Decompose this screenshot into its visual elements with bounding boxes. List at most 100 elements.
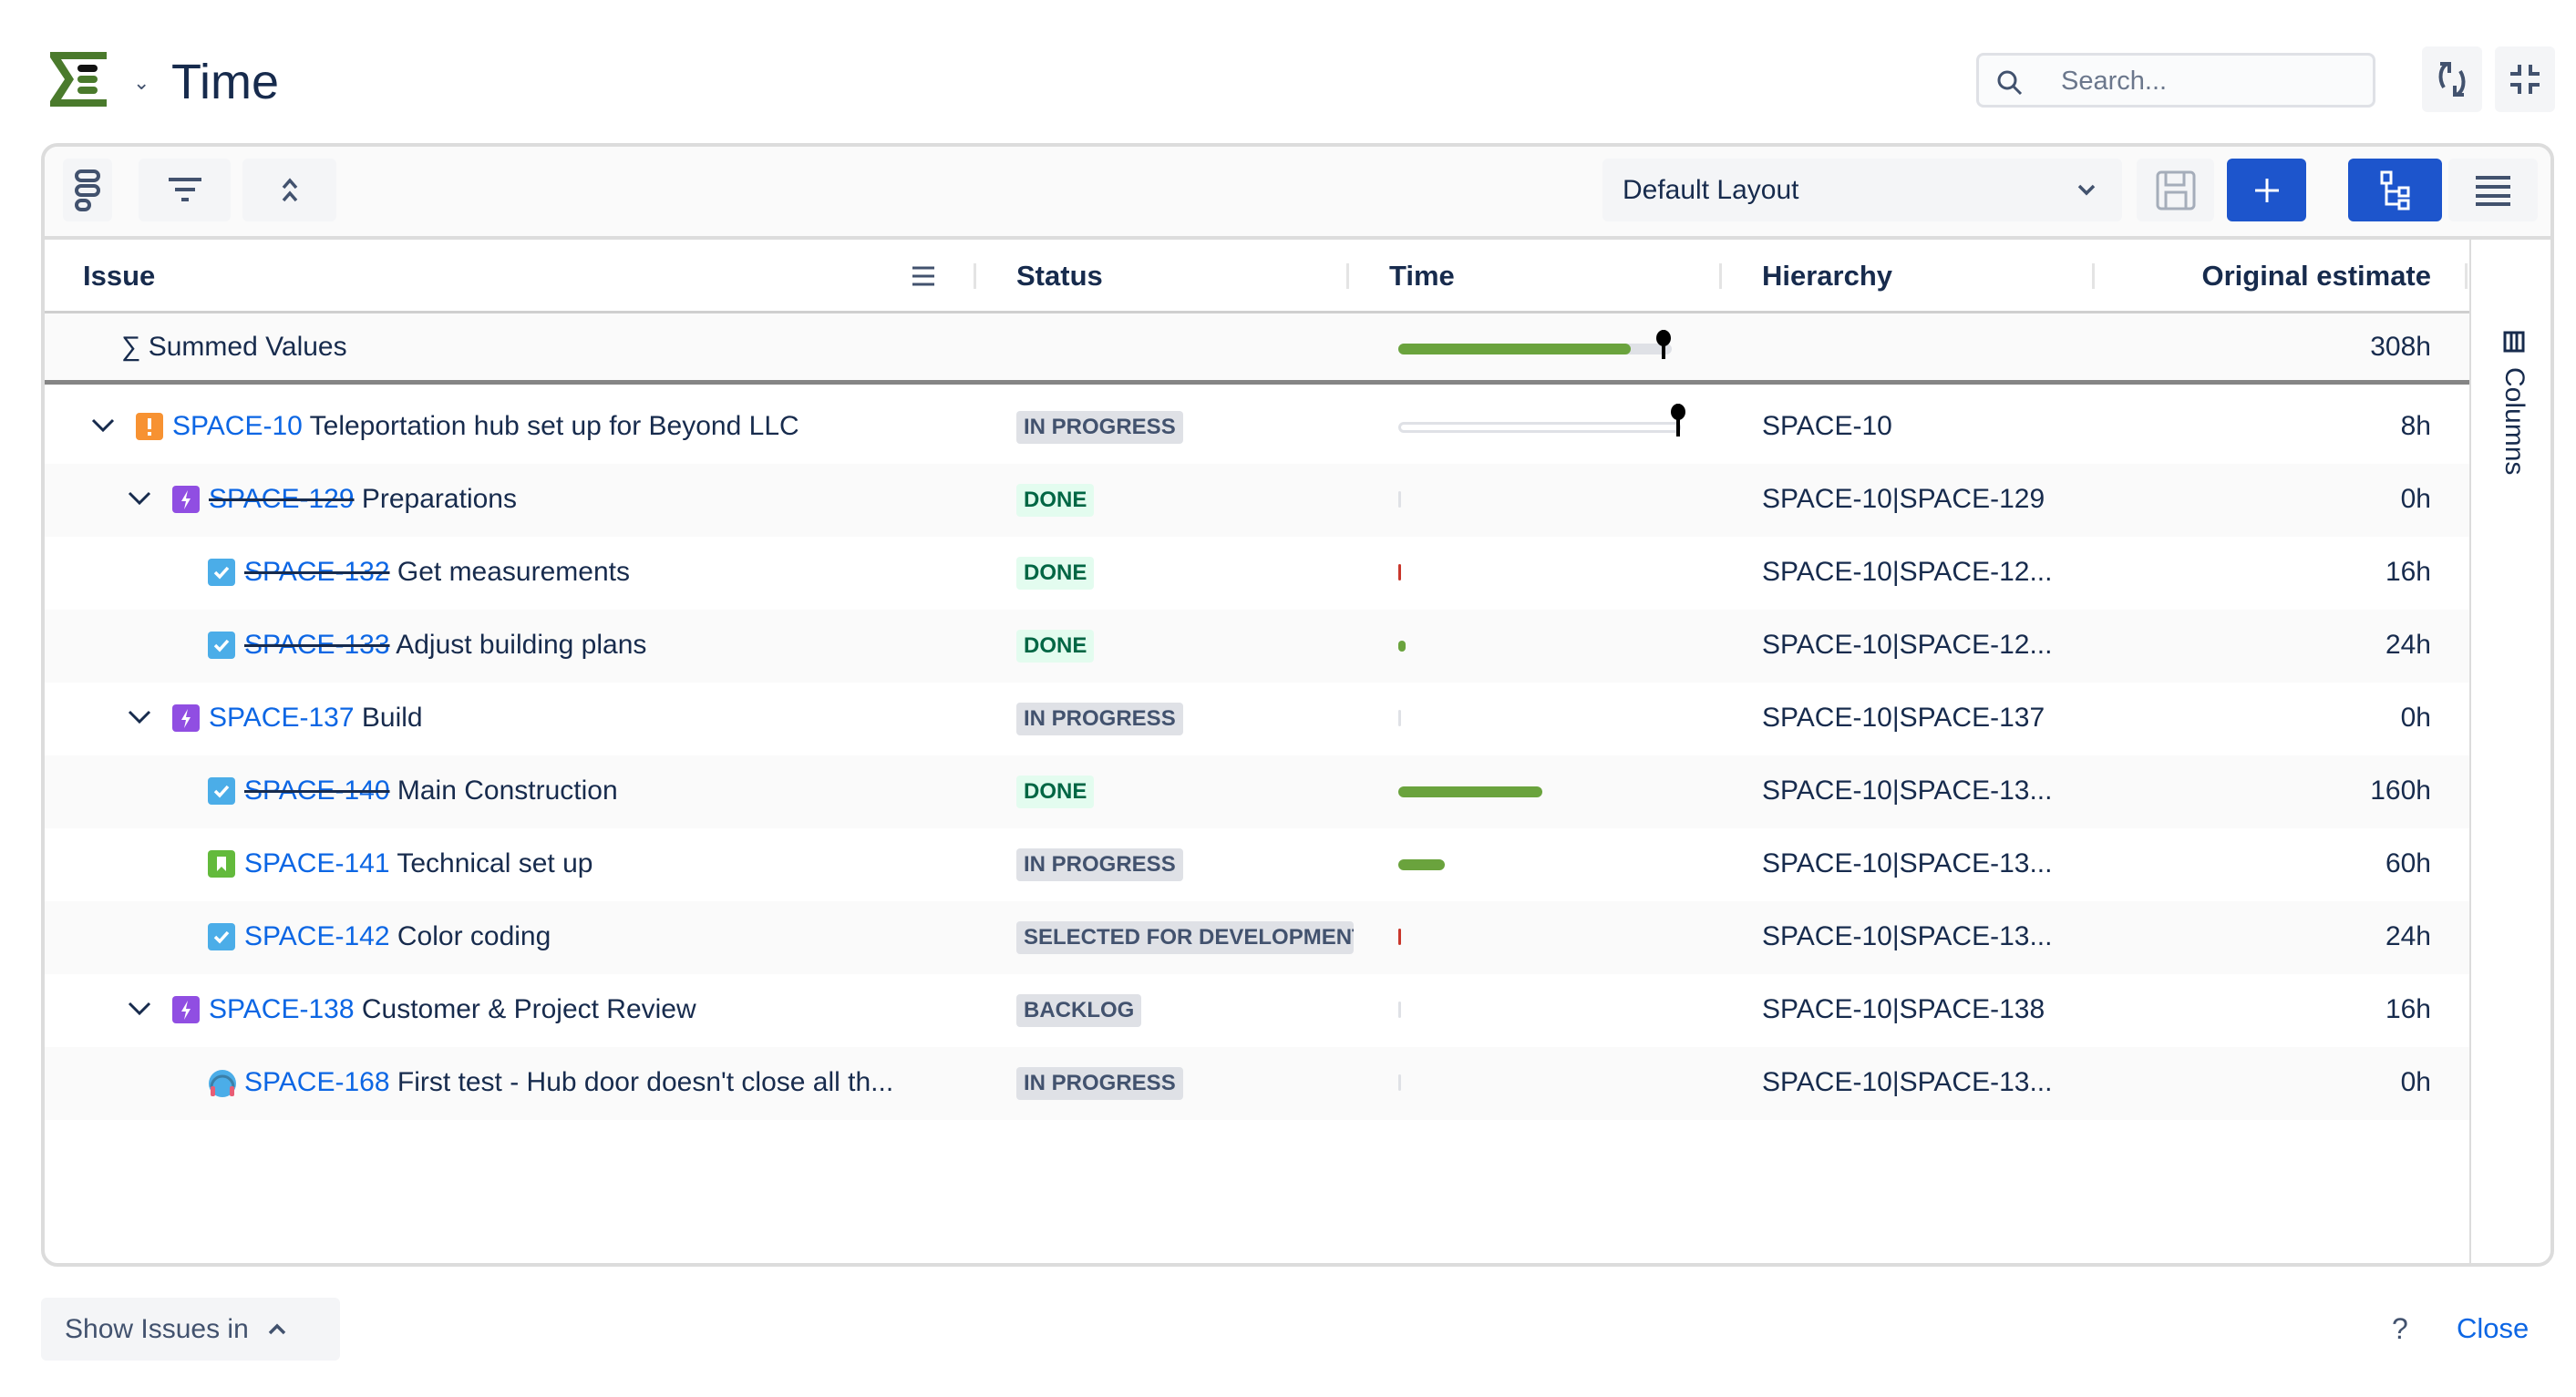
column-resize-handle[interactable] [1719, 263, 1722, 289]
issue-key-link[interactable]: SPACE-138 [209, 994, 355, 1024]
structure-icon [75, 169, 100, 211]
layout-select-value: Default Layout [1623, 174, 1799, 205]
hierarchy-cell: SPACE-10|SPACE-13... [1762, 1067, 2053, 1097]
layout-select[interactable]: Default Layout [1602, 159, 2122, 221]
column-header-time[interactable]: Time [1389, 260, 1455, 292]
issue-key-link[interactable]: SPACE-137 [209, 703, 355, 733]
status-badge[interactable]: DONE [1016, 776, 1095, 808]
filter-button[interactable] [139, 159, 231, 221]
issue-summary: Build [361, 703, 423, 733]
table-row[interactable]: SPACE-168 First test - Hub door doesn't … [45, 1047, 2469, 1120]
status-badge[interactable]: IN PROGRESS [1016, 703, 1183, 735]
add-button[interactable] [2227, 159, 2306, 221]
time-bar-fill [1398, 564, 1401, 580]
toolbar: Default Layout [45, 147, 2550, 240]
original-estimate-cell: 160h [2370, 776, 2431, 806]
time-bar [1398, 422, 1681, 433]
issue-key-link[interactable]: SPACE-168 [244, 1067, 390, 1097]
columns-side-panel[interactable]: Columns [2469, 240, 2550, 1263]
original-estimate-cell: 16h [2385, 994, 2431, 1024]
status-badge[interactable]: SELECTED FOR DEVELOPMENT [1016, 921, 1354, 954]
column-menu-icon[interactable] [911, 265, 936, 287]
help-button[interactable]: ? [2392, 1312, 2408, 1345]
table-row[interactable]: SPACE-142 Color coding SELECTED FOR DEVEL… [45, 901, 2469, 974]
column-resize-handle[interactable] [2465, 263, 2468, 289]
issue-cell: SPACE-10 Teleportation hub set up for Be… [172, 411, 799, 442]
column-resize-handle[interactable] [974, 263, 976, 289]
issue-cell: SPACE-140 Main Construction [244, 776, 618, 806]
status-badge[interactable]: DONE [1016, 557, 1095, 590]
column-header-original-estimate[interactable]: Original estimate [2201, 260, 2431, 292]
issue-key-link[interactable]: SPACE-141 [244, 848, 390, 878]
original-estimate-cell: 24h [2385, 630, 2431, 660]
support-icon [208, 1069, 237, 1105]
table-row[interactable]: SPACE-137 Build IN PROGRESS SPACE-10|SPACE… [45, 683, 2469, 755]
status-badge[interactable]: DONE [1016, 484, 1095, 517]
column-resize-handle[interactable] [2092, 263, 2095, 289]
hierarchy-view-button[interactable] [2348, 159, 2442, 221]
table-row[interactable]: SPACE-140 Main Construction DONE SPACE-10|… [45, 755, 2469, 828]
exit-fullscreen-button[interactable] [2495, 46, 2555, 112]
column-header-issue[interactable]: Issue [83, 260, 156, 292]
estimate-marker-icon [1656, 330, 1671, 359]
original-estimate-cell: 8h [2400, 411, 2431, 441]
table-row[interactable]: SPACE-133 Adjust building plans DONE SPACE… [45, 610, 2469, 683]
time-bar-fill [1398, 786, 1542, 797]
list-view-button[interactable] [2448, 159, 2538, 221]
original-estimate-cell: 24h [2385, 921, 2431, 951]
chevron-down-icon[interactable]: ⌄ [133, 71, 150, 94]
structure-button[interactable] [63, 159, 112, 221]
save-layout-button[interactable] [2137, 159, 2214, 221]
status-badge[interactable]: IN PROGRESS [1016, 1067, 1183, 1100]
issue-key-link[interactable]: SPACE-132 [244, 557, 390, 587]
table-row[interactable]: SPACE-138 Customer & Project Review BACKL… [45, 974, 2469, 1047]
collapse-all-button[interactable] [242, 159, 336, 221]
search-box[interactable] [1976, 53, 2375, 108]
list-icon [2476, 175, 2510, 206]
column-header-status[interactable]: Status [1016, 260, 1103, 292]
chevron-down-icon[interactable] [127, 1000, 152, 1018]
summed-time-bar-fill [1398, 344, 1631, 354]
table-row[interactable]: SPACE-132 Get measurements DONE SPACE-10|S… [45, 537, 2469, 610]
hierarchy-cell: SPACE-10|SPACE-129 [1762, 484, 2045, 514]
chevron-down-icon[interactable] [127, 708, 152, 726]
status-badge[interactable]: BACKLOG [1016, 994, 1142, 1027]
issue-cell: SPACE-141 Technical set up [244, 848, 592, 879]
issue-summary: Customer & Project Review [361, 994, 696, 1024]
issue-cell: SPACE-168 First test - Hub door doesn't … [244, 1067, 893, 1098]
structure-logo-icon[interactable] [46, 49, 110, 109]
column-resize-handle[interactable] [1346, 263, 1349, 289]
issue-key-link[interactable]: SPACE-140 [244, 776, 390, 806]
hierarchy-icon [2380, 170, 2409, 210]
table-row[interactable]: SPACE-141 Technical set up IN PROGRESS SPA… [45, 828, 2469, 901]
column-header-hierarchy[interactable]: Hierarchy [1762, 260, 1893, 292]
refresh-button[interactable] [2422, 46, 2482, 112]
columns-panel-label: Columns [2499, 367, 2530, 476]
time-bar-fill [1398, 859, 1445, 870]
task-icon [208, 559, 235, 593]
search-input[interactable] [2061, 63, 2353, 99]
chevron-down-icon[interactable] [127, 489, 152, 508]
chevron-down-icon[interactable] [90, 416, 116, 435]
issue-summary: Technical set up [397, 848, 593, 878]
time-bar-fill [1398, 641, 1406, 652]
issue-key-link[interactable]: SPACE-142 [244, 921, 390, 951]
table-row[interactable]: SPACE-10 Teleportation hub set up for Be… [45, 391, 2469, 464]
issue-key-link[interactable]: SPACE-10 [172, 411, 303, 441]
summed-values-row: ∑ Summed Values 308h [45, 313, 2469, 385]
close-button[interactable]: Close [2457, 1312, 2530, 1344]
status-badge[interactable]: DONE [1016, 630, 1095, 663]
save-icon [2156, 170, 2195, 210]
original-estimate-cell: 60h [2385, 848, 2431, 878]
show-issues-in-button[interactable]: Show Issues in [41, 1298, 340, 1361]
status-badge[interactable]: IN PROGRESS [1016, 848, 1183, 881]
epic-icon [172, 486, 200, 520]
hierarchy-cell: SPACE-10|SPACE-13... [1762, 776, 2053, 806]
status-badge[interactable]: IN PROGRESS [1016, 411, 1183, 444]
issue-key-link[interactable]: SPACE-129 [209, 484, 355, 514]
table-row[interactable]: SPACE-129 Preparations DONE SPACE-10|SPACE… [45, 464, 2469, 537]
issue-cell: SPACE-137 Build [209, 703, 423, 734]
issue-key-link[interactable]: SPACE-133 [244, 630, 390, 660]
summed-values-label: ∑ Summed Values [121, 332, 347, 362]
original-estimate-cell: 0h [2400, 703, 2431, 733]
